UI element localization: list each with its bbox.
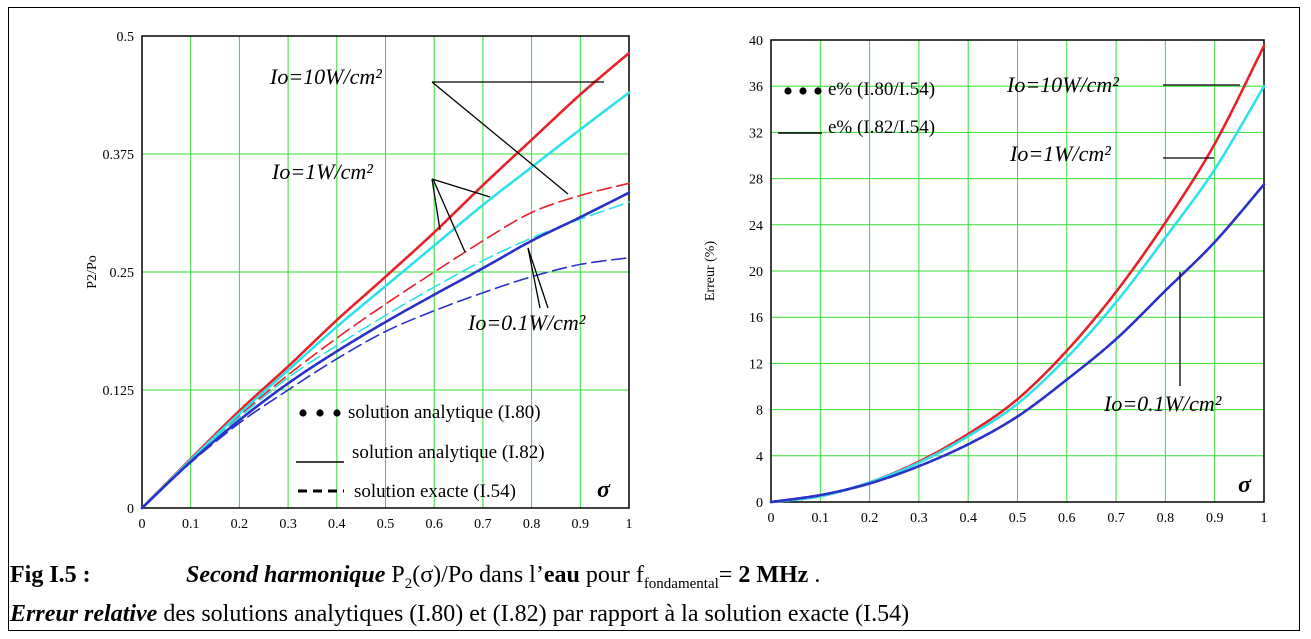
x-tick-label: 0 xyxy=(768,511,775,526)
legend-dot xyxy=(333,409,341,417)
curve-annotation: Io=1W/cm² xyxy=(1009,141,1111,166)
legend-dot xyxy=(814,87,822,95)
series-overlay-0.1 xyxy=(141,192,630,509)
annotation-leader xyxy=(431,178,491,198)
caption-line-1: Fig I.5 : Second harmonique P2(σ)/Po dans… xyxy=(10,560,1290,599)
legend-dot xyxy=(299,409,307,417)
annotation-leader xyxy=(432,178,466,253)
legend-label: solution analytique (I.82) xyxy=(352,442,545,463)
figure-caption: Fig I.5 : Second harmonique P2(σ)/Po dans… xyxy=(10,560,1290,629)
caption-end: . xyxy=(808,562,821,588)
series-line-dashed-1 xyxy=(141,201,630,509)
chart-relative-error: 0 0.1 0.2 0.3 0.4 0.5 0.6 0.7 0.8 0.9 1 0 4 8 12 16 20 24… xyxy=(703,34,1268,526)
caption-rest: (σ)/Po dans l’ xyxy=(412,562,544,588)
curve-annotation: Io=10W/cm² xyxy=(1006,72,1119,97)
x-tick-label: 0.1 xyxy=(812,511,830,526)
caption-title-italic: Second harmonique xyxy=(186,562,386,588)
curve-annotation: Io=0.1W/cm² xyxy=(1103,391,1222,416)
x-tick-label: 0 xyxy=(139,517,146,532)
x-tick-label: 0.2 xyxy=(231,517,249,532)
x-tick-label: 1 xyxy=(1261,511,1268,526)
legend-label: e% (I.82/I.54) xyxy=(828,117,935,138)
plot-frame xyxy=(770,39,1265,503)
x-tick-label: 0.3 xyxy=(910,511,928,526)
y-tick-label: 24 xyxy=(749,219,763,234)
caption-error-rest: des solutions analytiques (I.80) et (I.8… xyxy=(157,600,910,627)
series-overlay-1 xyxy=(141,92,630,509)
legend-label: solution analytique (I.80) xyxy=(348,402,541,423)
x-tick-label: 0.8 xyxy=(1157,511,1175,526)
legend-label: e% (I.80/I.54) xyxy=(828,79,935,100)
legend-dot xyxy=(784,87,792,95)
x-tick-label: 0.6 xyxy=(1058,511,1076,526)
x-tick-label: 0.3 xyxy=(279,517,297,532)
x-tick-label: 0.2 xyxy=(861,511,879,526)
y-tick-label: 16 xyxy=(749,311,763,326)
legend-label: solution exacte (I.54) xyxy=(354,481,516,502)
figure-plots: 0 0.1 0.2 0.3 0.4 0.5 0.6 0.7 0.8 0.9 1 0 0.125 0.25 0… xyxy=(85,30,1268,532)
series-overlay-10 xyxy=(141,52,630,509)
series-line-dashed-0.1 xyxy=(141,257,630,509)
x-tick-label: 0.6 xyxy=(425,517,443,532)
y-tick-label: 28 xyxy=(749,173,763,188)
y-tick-label: 40 xyxy=(749,34,763,49)
caption-sub-fundamental: fondamental xyxy=(643,575,719,592)
caption-fig-label: Fig I.5 : xyxy=(10,562,91,588)
y-axis-label: Erreur (%) xyxy=(703,241,718,302)
x-tick-label: 0.4 xyxy=(328,517,346,532)
y-tick-label: 0.5 xyxy=(117,30,135,45)
caption-sub: 2 xyxy=(404,575,413,592)
annotation-leader xyxy=(431,178,441,231)
x-axis-symbol: σ xyxy=(1238,472,1252,498)
x-tick-label: 0.8 xyxy=(523,517,541,532)
annotation-leader xyxy=(527,247,541,309)
annotation-leader xyxy=(527,247,549,309)
curve-annotation: Io=1W/cm² xyxy=(271,159,373,184)
x-tick-label: 0.7 xyxy=(474,517,492,532)
x-tick-label: 1 xyxy=(626,517,633,532)
annotation-leader xyxy=(431,81,569,195)
x-tick-label: 0.4 xyxy=(959,511,977,526)
y-tick-label: 0 xyxy=(127,502,134,517)
y-tick-label: 0 xyxy=(756,496,763,511)
y-tick-label: 36 xyxy=(749,80,763,95)
y-tick-label: 12 xyxy=(749,357,763,372)
figure-frame xyxy=(8,7,1300,631)
x-tick-label: 0.1 xyxy=(182,517,200,532)
caption-error-italic: Erreur relative xyxy=(10,600,158,627)
y-axis-label: P2/Po xyxy=(85,255,100,288)
y-tick-label: 4 xyxy=(756,450,763,465)
curve-annotation: Io=0.1W/cm² xyxy=(467,310,586,335)
y-tick-label: 8 xyxy=(756,404,763,419)
y-tick-label: 20 xyxy=(749,265,763,280)
y-tick-label: 0.25 xyxy=(110,266,135,281)
legend-dot xyxy=(316,409,324,417)
caption-frequency: 2 MHz xyxy=(738,562,809,588)
x-tick-label: 0.5 xyxy=(377,517,395,532)
caption-eq: = xyxy=(718,562,739,588)
plot-frame xyxy=(141,35,630,509)
x-axis-symbol: σ xyxy=(597,477,611,503)
x-tick-label: 0.5 xyxy=(1009,511,1027,526)
series-overlay-0.1 xyxy=(770,184,1265,503)
chart-second-harmonic: 0 0.1 0.2 0.3 0.4 0.5 0.6 0.7 0.8 0.9 1 0 0.125 0.25 0… xyxy=(85,30,633,532)
caption-medium: eau xyxy=(543,562,580,588)
x-tick-label: 0.9 xyxy=(1206,511,1224,526)
legend-dot xyxy=(799,87,807,95)
y-tick-label: 0.375 xyxy=(103,148,135,163)
caption-p: P xyxy=(391,562,405,588)
y-tick-label: 32 xyxy=(749,126,763,141)
caption-line-2: Erreur relative des solutions analytique… xyxy=(10,599,1290,629)
curve-annotation: Io=10W/cm² xyxy=(269,64,382,89)
y-tick-label: 0.125 xyxy=(103,384,135,399)
x-tick-label: 0.9 xyxy=(572,517,590,532)
x-tick-label: 0.7 xyxy=(1107,511,1125,526)
caption-pour: pour f xyxy=(579,562,644,588)
